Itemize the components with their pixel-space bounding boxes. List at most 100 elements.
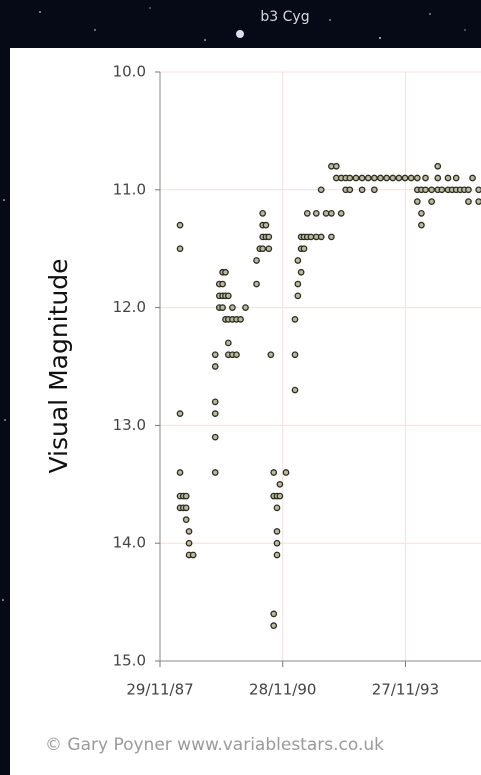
data-point bbox=[445, 175, 450, 180]
data-point bbox=[372, 187, 377, 192]
data-point bbox=[213, 352, 218, 357]
data-point bbox=[329, 211, 334, 216]
data-point bbox=[419, 211, 424, 216]
data-point bbox=[372, 175, 377, 180]
data-point bbox=[314, 211, 319, 216]
credit: © Gary Poyner www.variablestars.co.uk bbox=[45, 735, 384, 755]
data-point bbox=[223, 270, 228, 275]
data-point bbox=[323, 211, 328, 216]
data-point bbox=[295, 281, 300, 286]
data-point bbox=[274, 529, 279, 534]
data-point bbox=[260, 246, 265, 251]
data-point bbox=[378, 175, 383, 180]
data-point bbox=[271, 611, 276, 616]
data-point bbox=[334, 164, 339, 169]
data-point bbox=[177, 246, 182, 251]
data-point bbox=[318, 234, 323, 239]
data-point bbox=[423, 187, 428, 192]
data-point bbox=[268, 352, 273, 357]
data-point bbox=[177, 222, 182, 227]
data-point bbox=[230, 305, 235, 310]
data-point bbox=[466, 199, 471, 204]
y-tick-label: 15.0 bbox=[113, 652, 146, 670]
panel bbox=[10, 48, 481, 775]
data-point bbox=[353, 175, 358, 180]
data-point bbox=[226, 293, 231, 298]
data-point bbox=[301, 246, 306, 251]
data-point bbox=[220, 305, 225, 310]
data-point bbox=[295, 258, 300, 263]
data-point bbox=[298, 270, 303, 275]
y-tick-label: 12.0 bbox=[113, 298, 146, 316]
data-point bbox=[213, 399, 218, 404]
data-point bbox=[470, 175, 475, 180]
data-point bbox=[274, 541, 279, 546]
data-point bbox=[476, 187, 481, 192]
data-point bbox=[384, 175, 389, 180]
data-point bbox=[254, 258, 259, 263]
data-point bbox=[271, 623, 276, 628]
data-point bbox=[283, 470, 288, 475]
data-point bbox=[213, 364, 218, 369]
data-point bbox=[295, 293, 300, 298]
data-point bbox=[177, 470, 182, 475]
data-point bbox=[213, 470, 218, 475]
x-tick-label: 27/11/93 bbox=[372, 681, 439, 699]
page: b3 Cyg Visual Magnitude © Gary Poyner ww… bbox=[0, 0, 481, 775]
data-point bbox=[266, 234, 271, 239]
data-point bbox=[423, 175, 428, 180]
data-point bbox=[347, 187, 352, 192]
data-point bbox=[292, 317, 297, 322]
data-point bbox=[234, 352, 239, 357]
data-point bbox=[292, 387, 297, 392]
data-point bbox=[277, 493, 282, 498]
data-point bbox=[439, 187, 444, 192]
data-point bbox=[308, 234, 313, 239]
data-point bbox=[183, 517, 188, 522]
data-point bbox=[186, 541, 191, 546]
chart-title: b3 Cyg bbox=[260, 9, 309, 25]
data-point bbox=[359, 175, 364, 180]
x-tick-label: 28/11/90 bbox=[249, 681, 316, 699]
data-point bbox=[408, 175, 413, 180]
data-point bbox=[419, 222, 424, 227]
data-point bbox=[366, 175, 371, 180]
data-point bbox=[266, 246, 271, 251]
data-point bbox=[277, 482, 282, 487]
data-point bbox=[390, 175, 395, 180]
data-point bbox=[238, 317, 243, 322]
data-point bbox=[429, 199, 434, 204]
y-axis-label: Visual Magnitude bbox=[44, 258, 73, 473]
data-point bbox=[453, 175, 458, 180]
data-point bbox=[292, 352, 297, 357]
data-point bbox=[396, 175, 401, 180]
data-point bbox=[274, 552, 279, 557]
data-point bbox=[429, 187, 434, 192]
data-point bbox=[347, 175, 352, 180]
data-point bbox=[220, 281, 225, 286]
data-point bbox=[190, 552, 195, 557]
y-tick-label: 13.0 bbox=[113, 416, 146, 434]
data-point bbox=[402, 175, 407, 180]
data-point bbox=[183, 493, 188, 498]
data-point bbox=[243, 305, 248, 310]
data-point bbox=[226, 340, 231, 345]
data-point bbox=[213, 411, 218, 416]
data-point bbox=[177, 411, 182, 416]
data-point bbox=[183, 505, 188, 510]
data-point bbox=[476, 199, 481, 204]
data-point bbox=[339, 211, 344, 216]
data-point bbox=[305, 211, 310, 216]
data-point bbox=[329, 234, 334, 239]
data-point bbox=[254, 281, 259, 286]
data-point bbox=[318, 187, 323, 192]
data-point bbox=[186, 529, 191, 534]
data-point bbox=[466, 187, 471, 192]
data-point bbox=[274, 505, 279, 510]
data-point bbox=[271, 470, 276, 475]
data-point bbox=[359, 187, 364, 192]
data-point bbox=[415, 199, 420, 204]
chart: b3 Cyg Visual Magnitude © Gary Poyner ww… bbox=[0, 0, 481, 775]
y-tick-label: 11.0 bbox=[113, 180, 146, 198]
data-point bbox=[415, 175, 420, 180]
